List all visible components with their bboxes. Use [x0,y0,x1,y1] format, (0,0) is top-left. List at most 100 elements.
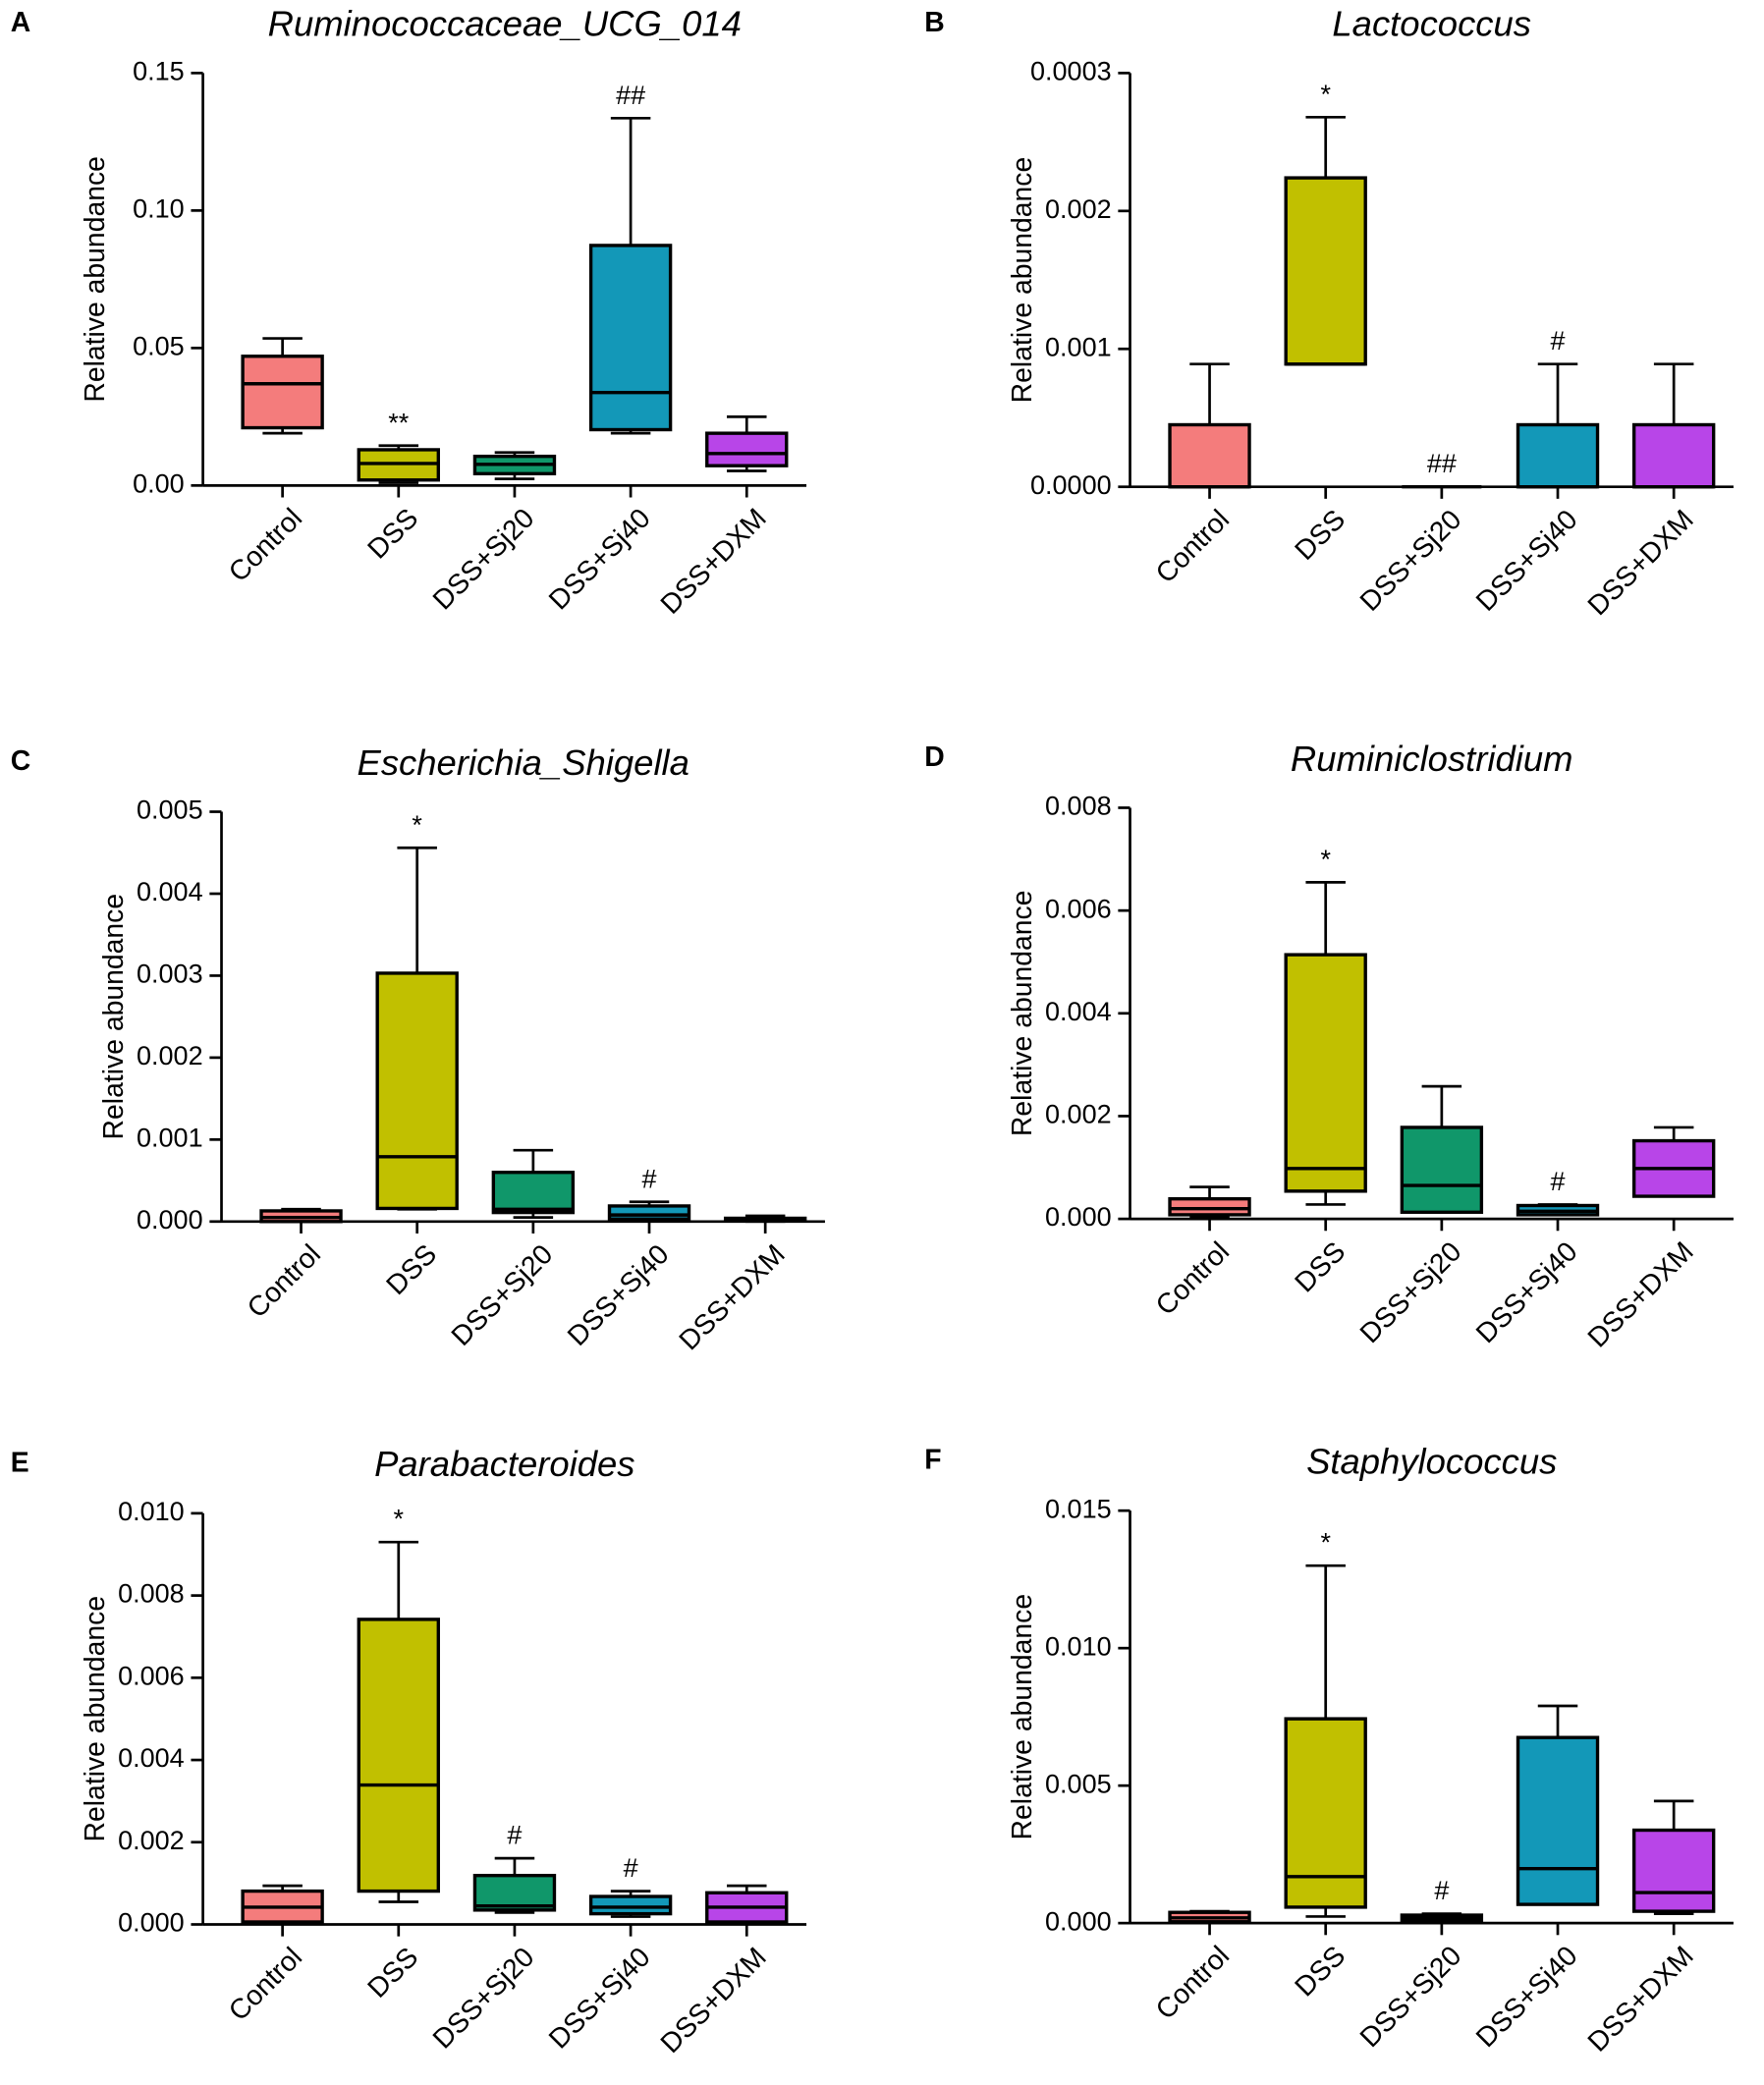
y-tick-label: 0.001 [137,1123,203,1152]
chart-title: Parabacteroides [374,1444,634,1484]
x-tick-label: DSS+Sj40 [1470,1235,1584,1349]
annotation: # [1551,326,1566,356]
annotation: # [641,1164,656,1193]
annotation: ## [616,81,645,110]
y-tick-label: 0.00 [133,468,185,498]
y-tick-label: 0.006 [1045,894,1112,923]
y-tick-label: 0.0003 [1030,57,1112,86]
y-tick-label: 0.006 [118,1661,185,1690]
panel: F Staphylococcus Relative abundance 0.000 0.… [924,1442,1734,2058]
y-tick-label: 0.010 [1045,1631,1112,1661]
y-tick-label: 0.002 [1045,1100,1112,1129]
annotation: # [1434,1876,1449,1905]
x-tick-label: DSS+Sj20 [427,1942,541,2056]
x-tick-label: DSS+DXM [674,1238,792,1356]
y-tick-label: 0.015 [1045,1494,1112,1523]
y-tick-label: 0.001 [1045,332,1112,361]
box [607,1204,691,1221]
x-tick-label: DSS+DXM [1582,1940,1700,2058]
box [357,1618,440,1893]
y-tick-label: 0.005 [137,796,203,825]
x-tick-label: Control [1150,1940,1236,2025]
box [375,971,459,1211]
box [1284,1717,1367,1909]
x-tick-label: DSS+DXM [1582,504,1700,622]
box [1631,1828,1716,1913]
x-tick-label: Control [242,1238,327,1324]
panel: B Lactococcus Relative abundance 0.0000 0.00… [924,4,1734,622]
y-tick-label: 0.002 [1045,194,1112,224]
panel: E Parabacteroides Relative abundance 0.000 0… [11,1444,807,2059]
y-axis-label: Relative abundance [80,156,111,403]
y-axis-label: Relative abundance [1007,157,1038,404]
y-tick-label: 0.010 [118,1497,185,1526]
y-tick-label: 0.000 [118,1908,185,1938]
annotation: ** [388,408,410,437]
y-axis-label: Relative abundance [1007,1594,1038,1840]
x-tick-label: DSS [1289,1235,1351,1298]
annotation: * [412,810,422,840]
y-tick-label: 0.003 [137,960,203,989]
panel-letter: F [924,1445,941,1476]
annotation: * [1320,1528,1331,1558]
panel-letter: B [924,7,944,38]
x-tick-label: DSS [380,1238,443,1301]
box [1168,1197,1251,1217]
y-tick-label: 0.0000 [1030,470,1112,500]
box [1400,1125,1484,1214]
annotation: # [624,1853,638,1883]
box [241,355,324,430]
x-tick-label: Control [1150,504,1236,589]
y-tick-label: 0.008 [1045,792,1112,821]
panel-letter: A [11,7,30,38]
x-tick-label: DSS [361,503,424,566]
y-tick-label: 0.05 [133,331,185,360]
y-tick-label: 0.000 [1045,1906,1112,1936]
y-tick-label: 0.15 [133,57,185,86]
box [1516,1735,1600,1906]
box [491,1171,576,1215]
box [588,1894,673,1916]
x-tick-label: DSS [1289,1940,1351,2003]
y-axis-label: Relative abundance [1007,891,1038,1137]
box [1284,953,1367,1193]
annotation: ## [1427,449,1457,478]
x-tick-label: DSS+DXM [1582,1235,1700,1353]
x-tick-label: DSS+Sj20 [446,1238,560,1352]
box [705,431,789,467]
x-tick-label: Control [223,503,308,588]
y-axis-label: Relative abundance [80,1596,111,1842]
x-tick-label: DSS+Sj20 [1354,1235,1468,1349]
y-tick-label: 0.000 [1045,1202,1112,1232]
annotation: # [507,1821,522,1850]
chart-title: Ruminiclostridium [1291,739,1573,779]
x-tick-label: DSS+DXM [655,503,773,621]
y-tick-label: 0.000 [137,1205,203,1235]
x-tick-label: DSS+Sj20 [427,503,541,617]
chart-title: Ruminococcaceae_UCG_014 [268,4,742,44]
x-tick-label: DSS+Sj40 [543,503,657,617]
y-axis-label: Relative abundance [98,894,130,1140]
y-tick-label: 0.002 [118,1826,185,1855]
x-tick-label: DSS+DXM [655,1942,773,2059]
annotation: * [1320,845,1331,874]
y-tick-label: 0.005 [1045,1769,1112,1798]
y-tick-label: 0.004 [137,877,203,906]
annotation: * [394,1505,405,1534]
y-tick-label: 0.002 [137,1041,203,1070]
y-tick-label: 0.004 [1045,997,1112,1026]
panel-letter: E [11,1447,29,1478]
x-tick-label: DSS+Sj20 [1354,1940,1468,2054]
x-tick-label: Control [223,1942,308,2027]
box [1631,422,1716,489]
y-tick-label: 0.004 [118,1743,185,1773]
y-tick-label: 0.008 [118,1579,185,1609]
x-tick-label: DSS [1289,504,1351,567]
annotation: # [1551,1167,1566,1196]
chart-title: Lactococcus [1332,4,1531,44]
x-tick-label: DSS+Sj40 [1470,504,1584,618]
y-tick-label: 0.10 [133,193,185,223]
